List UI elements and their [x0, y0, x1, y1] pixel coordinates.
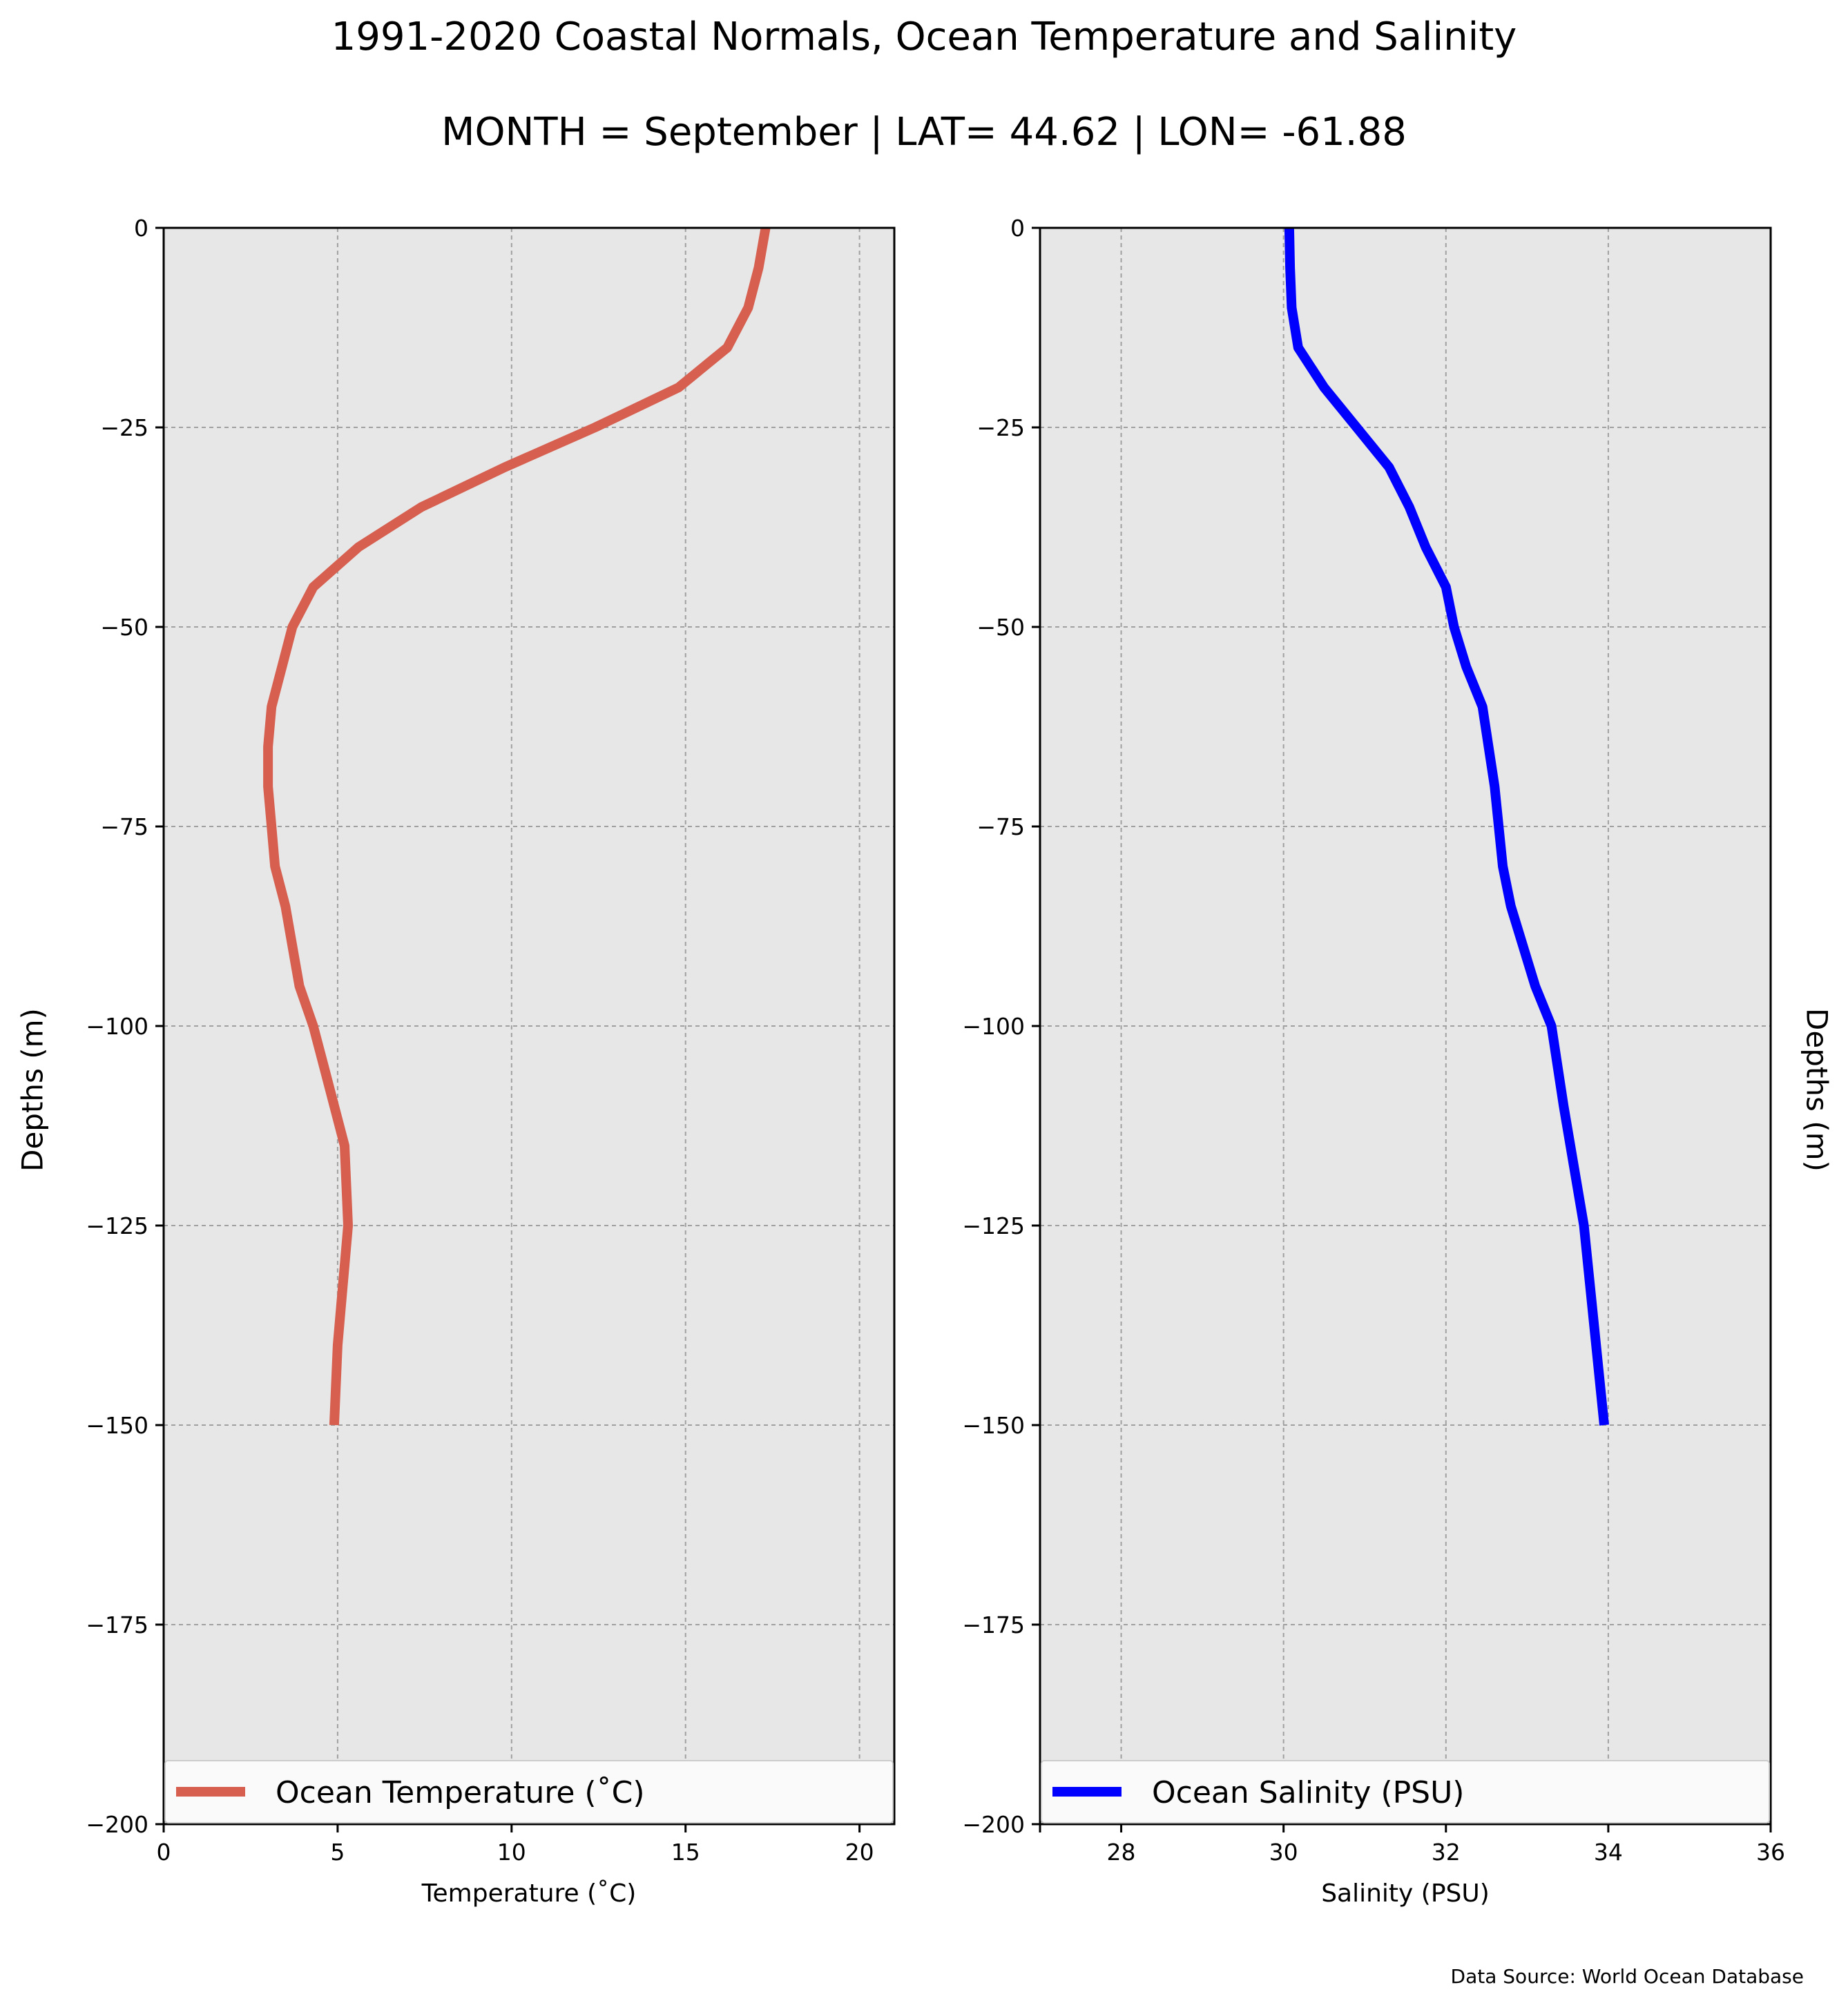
- figure-title: 1991-2020 Coastal Normals, Ocean Tempera…: [331, 14, 1517, 59]
- temperature-y-ticks: 0 −25 −50 −75 −100 −125 −150 −175 −200: [86, 215, 164, 1838]
- temperature-series-line: [263, 226, 771, 1426]
- temperature-y-tick-label: −175: [86, 1612, 148, 1638]
- temperature-y-tick-label: −75: [100, 813, 148, 840]
- salinity-y-tick-label: −150: [962, 1412, 1025, 1439]
- temperature-y-tick-label: −25: [100, 414, 148, 441]
- temperature-y-label: Depths (m): [16, 1008, 50, 1172]
- temperature-grid: [164, 228, 894, 1824]
- salinity-y-ticks: 0 −25 −50 −75 −100 −125 −150 −175 −200: [962, 215, 1040, 1838]
- temperature-x-tick-label: 0: [157, 1839, 171, 1866]
- salinity-y-tick-label: −25: [976, 414, 1025, 441]
- salinity-series-line: [1284, 227, 1609, 1426]
- temperature-x-tick-label: 20: [845, 1839, 874, 1866]
- temperature-x-tick-label: 5: [330, 1839, 345, 1866]
- temperature-y-tick-label: 0: [134, 215, 148, 242]
- salinity-x-tick-label: 36: [1756, 1839, 1785, 1866]
- salinity-legend-label: Ocean Salinity (PSU): [1152, 1775, 1464, 1810]
- temperature-x-ticks: 0 5 10 15 20: [157, 1824, 874, 1866]
- temperature-y-tick-label: −100: [86, 1013, 148, 1040]
- salinity-y-tick-label: −50: [976, 614, 1025, 641]
- salinity-x-tick-label: 34: [1594, 1839, 1623, 1866]
- salinity-grid: [1040, 228, 1771, 1824]
- salinity-x-tick-label: 28: [1107, 1839, 1136, 1866]
- salinity-y-tick-label: 0: [1010, 215, 1025, 242]
- temperature-x-label: Temperature (˚C): [421, 1879, 637, 1908]
- temperature-x-tick-label: 15: [671, 1839, 700, 1866]
- salinity-legend-box: [1041, 1760, 1770, 1823]
- salinity-y-tick-label: −200: [962, 1811, 1025, 1838]
- salinity-y-label: Depths (m): [1800, 1008, 1834, 1172]
- figure-subtitle: MONTH = September | LAT= 44.62 | LON= -6…: [441, 110, 1407, 155]
- salinity-y-tick-label: −175: [962, 1612, 1025, 1638]
- temperature-legend-label: Ocean Temperature (˚C): [276, 1775, 645, 1810]
- data-source-note: Data Source: World Ocean Database: [1451, 1965, 1804, 1988]
- salinity-x-ticks: 28 30 32 34 36: [1039, 1824, 1785, 1866]
- temperature-panel: 0 5 10 15 20 0−25−50−75−100−125−150−175−200 …: [16, 215, 896, 1908]
- temperature-legend: Ocean Temperature (˚C): [164, 1760, 894, 1823]
- salinity-y-tick-label: −125: [962, 1212, 1025, 1239]
- salinity-legend: Ocean Salinity (PSU): [1041, 1760, 1770, 1823]
- salinity-x-tick-label: 32: [1432, 1839, 1461, 1866]
- salinity-x-label: Salinity (PSU): [1321, 1879, 1490, 1908]
- salinity-y-tick-label: −100: [962, 1013, 1025, 1040]
- salinity-x-tick-label: 30: [1269, 1839, 1298, 1866]
- salinity-panel: 28 30 32 34 36 0 −25 −50 −75 −100 −125 −150 −175 −20…: [962, 215, 1833, 1908]
- temperature-y-tick-label: −50: [100, 614, 148, 641]
- temperature-x-tick-label: 10: [497, 1839, 526, 1866]
- temperature-series: [263, 226, 771, 1426]
- temperature-legend-box: [164, 1760, 894, 1823]
- temperature-y-tick-label: −125: [86, 1212, 148, 1239]
- temperature-y-tick-label: −150: [86, 1412, 148, 1439]
- salinity-y-tick-label: −75: [976, 813, 1025, 840]
- salinity-series: [1284, 227, 1609, 1426]
- temperature-y-tick-label: −200: [86, 1811, 148, 1838]
